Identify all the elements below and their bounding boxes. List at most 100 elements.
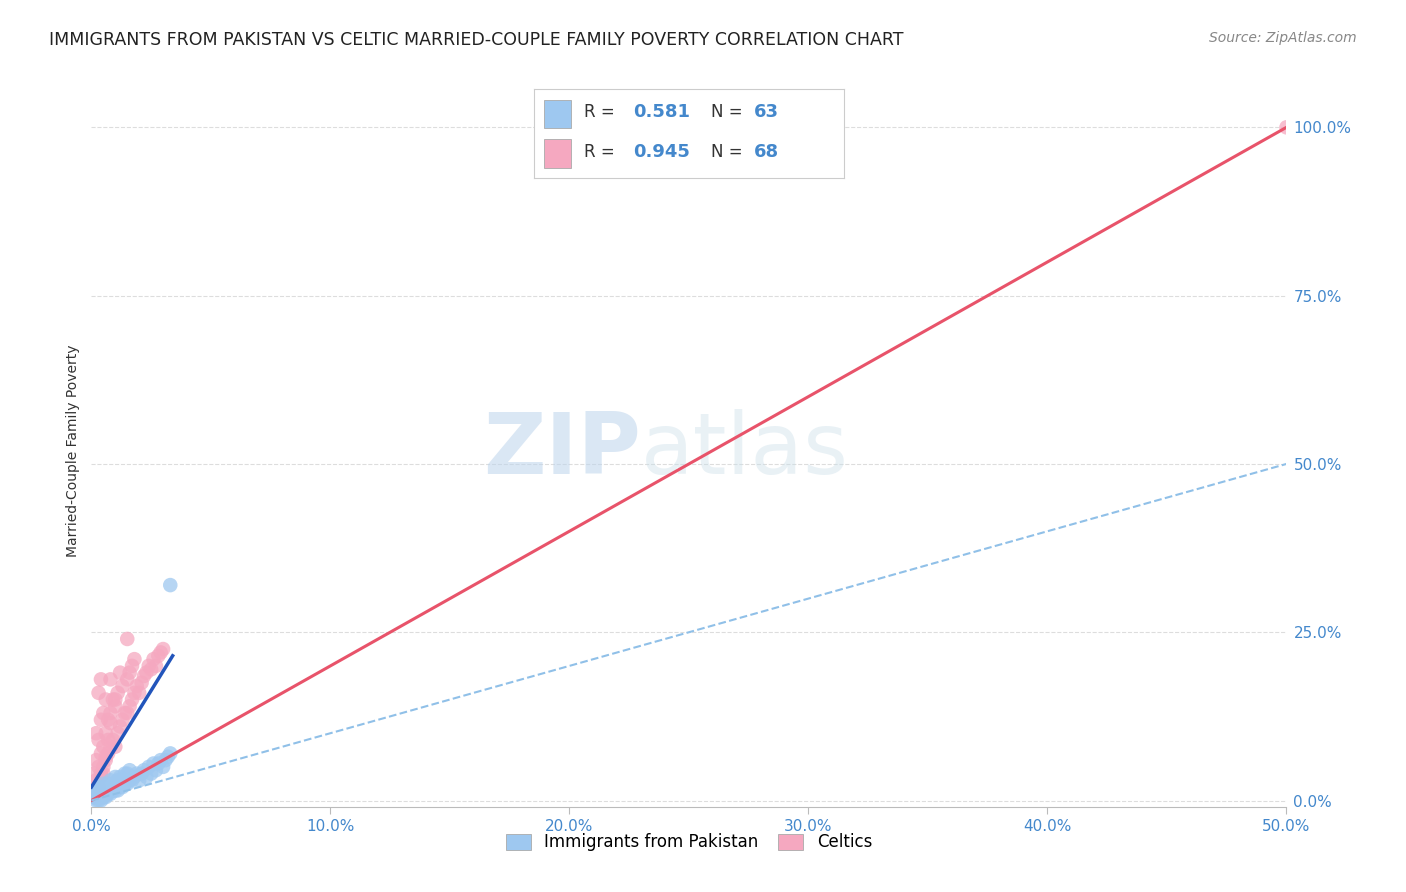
FancyBboxPatch shape: [544, 139, 571, 168]
Point: [101, 692, 124, 706]
Point: [94, 790, 117, 805]
Point: [132, 669, 155, 683]
Point: [90, 766, 112, 780]
Point: [121, 773, 143, 788]
Point: [97, 783, 120, 797]
Point: [115, 766, 138, 780]
Point: [87, 790, 110, 805]
Point: [114, 766, 136, 780]
Point: [93, 783, 114, 797]
Point: [87, 686, 110, 700]
Point: [107, 726, 129, 740]
Point: [97, 713, 120, 727]
Point: [101, 733, 124, 747]
Point: [115, 673, 138, 687]
Point: [156, 749, 179, 764]
Point: [104, 699, 127, 714]
Point: [84, 793, 107, 807]
Point: [128, 773, 150, 788]
Text: R =: R =: [583, 103, 620, 121]
Point: [100, 780, 122, 794]
Legend: Immigrants from Pakistan, Celtics: Immigrants from Pakistan, Celtics: [498, 825, 880, 860]
Point: [107, 783, 129, 797]
Point: [84, 753, 107, 767]
Point: [100, 773, 122, 788]
Text: N =: N =: [710, 143, 748, 161]
Point: [100, 787, 122, 801]
Point: [83, 787, 105, 801]
Point: [84, 726, 107, 740]
Point: [84, 790, 107, 805]
Point: [118, 665, 141, 680]
Point: [90, 780, 112, 794]
Point: [152, 760, 174, 774]
Point: [104, 770, 127, 784]
Point: [118, 763, 141, 777]
Point: [93, 766, 114, 780]
Point: [101, 783, 124, 797]
Point: [135, 665, 157, 680]
Point: [90, 787, 112, 801]
Point: [83, 790, 105, 805]
Text: IMMIGRANTS FROM PAKISTAN VS CELTIC MARRIED-COUPLE FAMILY POVERTY CORRELATION CHA: IMMIGRANTS FROM PAKISTAN VS CELTIC MARRI…: [49, 31, 904, 49]
Point: [83, 790, 105, 805]
Point: [100, 739, 122, 754]
Point: [115, 632, 138, 646]
Point: [125, 679, 148, 693]
Point: [87, 780, 110, 794]
Point: [84, 773, 107, 788]
Point: [90, 713, 112, 727]
Point: [148, 756, 170, 771]
Point: [121, 659, 143, 673]
Point: [128, 686, 150, 700]
Point: [97, 777, 120, 791]
Point: [84, 787, 107, 801]
Point: [94, 726, 117, 740]
Point: [118, 699, 141, 714]
Point: [84, 787, 107, 801]
Point: [121, 692, 143, 706]
Point: [118, 773, 141, 788]
Point: [145, 763, 167, 777]
Text: N =: N =: [710, 103, 748, 121]
Text: 63: 63: [754, 103, 779, 121]
Text: atlas: atlas: [641, 409, 849, 492]
Point: [90, 770, 112, 784]
Point: [104, 777, 127, 791]
Point: [93, 760, 114, 774]
Text: 0.945: 0.945: [633, 143, 690, 161]
FancyBboxPatch shape: [544, 100, 571, 128]
Point: [124, 770, 146, 784]
Point: [132, 763, 155, 777]
Point: [108, 665, 131, 680]
Point: [83, 790, 105, 805]
Point: [94, 780, 117, 794]
Point: [87, 733, 110, 747]
Point: [84, 783, 107, 797]
Point: [111, 780, 134, 794]
Point: [159, 578, 181, 592]
Point: [87, 780, 110, 794]
Point: [87, 793, 110, 807]
Point: [93, 790, 114, 805]
Point: [145, 659, 167, 673]
Point: [104, 783, 127, 797]
Point: [1275, 120, 1298, 135]
Text: Source: ZipAtlas.com: Source: ZipAtlas.com: [1209, 31, 1357, 45]
Point: [93, 706, 114, 720]
Point: [94, 692, 117, 706]
Point: [135, 770, 157, 784]
Point: [100, 716, 122, 731]
Point: [93, 777, 114, 791]
Point: [114, 777, 136, 791]
Point: [107, 686, 129, 700]
Point: [149, 753, 172, 767]
Text: ZIP: ZIP: [484, 409, 641, 492]
Point: [94, 787, 117, 801]
Point: [131, 675, 153, 690]
Point: [148, 648, 170, 663]
Point: [142, 756, 165, 771]
Point: [111, 773, 134, 788]
Point: [108, 770, 131, 784]
Point: [87, 787, 110, 801]
